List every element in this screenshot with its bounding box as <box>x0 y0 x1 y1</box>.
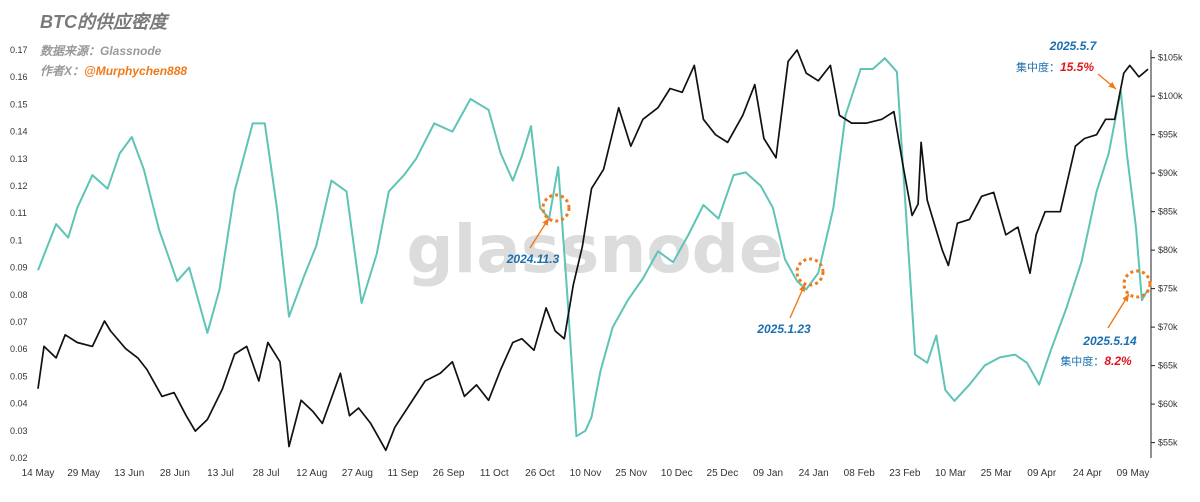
x-axis-tick-label: 08 Feb <box>844 468 876 479</box>
annotation-arrowhead <box>1108 81 1116 89</box>
right-axis-tick-label: $100k <box>1158 91 1183 101</box>
annotation-date: 2025.5.7 <box>1049 39 1098 53</box>
x-axis-tick-label: 09 Apr <box>1027 468 1057 479</box>
right-axis-tick-label: $95k <box>1158 130 1178 140</box>
annotation-arrowhead <box>1122 294 1129 302</box>
x-axis-tick-label: 24 Jan <box>799 468 829 479</box>
watermark: glassnode <box>406 211 783 288</box>
right-axis-tick-label: $60k <box>1158 399 1178 409</box>
left-axis: 0.02 0.03 0.04 0.05 0.06 0.07 0.08 0.09 0.1 0.11 0… <box>10 45 28 463</box>
left-axis-tick-label: 0.09 <box>10 263 28 273</box>
left-axis-tick-label: 0.07 <box>10 317 28 327</box>
x-axis-tick-label: 13 Jul <box>207 468 234 479</box>
x-axis-tick-label: 12 Aug <box>296 468 327 479</box>
x-axis-tick-label: 23 Feb <box>889 468 921 479</box>
data-source-label: 数据来源：Glassnode <box>40 44 162 58</box>
btc-price-line <box>37 49 1149 452</box>
left-axis-tick-label: 0.15 <box>10 99 28 109</box>
x-axis-tick-label: 26 Oct <box>525 468 555 479</box>
x-axis: 14 May 29 May 13 Jun 28 Jun 13 Jul 28 Jul 12 A… <box>22 468 1150 479</box>
x-axis-tick-label: 24 Apr <box>1073 468 1103 479</box>
left-axis-tick-label: 0.08 <box>10 290 28 300</box>
right-axis-tick-label: $75k <box>1158 284 1178 294</box>
x-axis-tick-label: 27 Aug <box>342 468 373 479</box>
left-axis-tick-label: 0.17 <box>10 45 28 55</box>
left-axis-tick-label: 0.12 <box>10 181 28 191</box>
right-axis-tick-label: $55k <box>1158 438 1178 448</box>
annotation-value: 15.5% <box>1060 60 1094 74</box>
author-credit: 作者X：@Murphychen888 <box>40 62 187 79</box>
author-handle: @Murphychen888 <box>84 64 188 78</box>
author-prefix: 作者X： <box>40 64 85 78</box>
left-axis-tick-label: 0.04 <box>10 399 28 409</box>
x-axis-tick-label: 25 Nov <box>615 468 647 479</box>
left-axis-tick-label: 0.1 <box>10 235 23 245</box>
x-axis-tick-label: 09 May <box>1117 468 1150 479</box>
left-axis-tick-label: 0.14 <box>10 127 28 137</box>
right-axis: $55k $60k $65k $70k $75k $80k $85k $90k $95k $100… <box>1150 50 1183 458</box>
x-axis-tick-label: 28 Jul <box>253 468 280 479</box>
annotation-value-line: 集中度：15.5% <box>1016 60 1094 74</box>
annotation-label: 集中度： <box>1060 354 1104 368</box>
x-axis-tick-label: 25 Dec <box>707 468 739 479</box>
x-axis-tick-label: 10 Nov <box>570 468 602 479</box>
x-axis-tick-label: 28 Jun <box>160 468 190 479</box>
series-layer <box>37 49 1149 452</box>
highlight-circle <box>1122 269 1152 299</box>
left-axis-tick-label: 0.03 <box>10 426 28 436</box>
right-axis-tick-label: $105k <box>1158 53 1183 63</box>
annotations-layer: 2024.11.32025.1.232025.5.7集中度：15.5%2025.… <box>506 39 1152 368</box>
x-axis-tick-label: 11 Sep <box>388 468 419 479</box>
highlight-circle <box>541 193 571 223</box>
supply-density-line <box>37 57 1149 438</box>
left-axis-tick-label: 0.13 <box>10 154 28 164</box>
right-axis-tick-label: $70k <box>1158 322 1178 332</box>
annotation-date: 2025.1.23 <box>756 322 811 336</box>
x-axis-tick-label: 10 Mar <box>935 468 967 479</box>
annotation-date: 2024.11.3 <box>506 252 560 266</box>
x-axis-tick-label: 09 Jan <box>753 468 783 479</box>
x-axis-tick-label: 14 May <box>22 468 55 479</box>
x-axis-tick-label: 25 Mar <box>981 468 1013 479</box>
x-axis-tick-label: 10 Dec <box>661 468 693 479</box>
annotation-arrowhead <box>542 218 549 226</box>
x-axis-tick-label: 26 Sep <box>433 468 465 479</box>
chart-title: BTC的供应密度 <box>40 12 167 32</box>
highlight-circle <box>795 257 825 287</box>
right-axis-tick-label: $90k <box>1158 168 1178 178</box>
annotation-label: 集中度： <box>1016 60 1060 74</box>
left-axis-tick-label: 0.05 <box>10 371 28 381</box>
right-axis-tick-label: $80k <box>1158 245 1178 255</box>
left-axis-tick-label: 0.11 <box>10 208 27 218</box>
right-axis-tick-label: $65k <box>1158 361 1178 371</box>
right-axis-tick-label: $85k <box>1158 207 1178 217</box>
left-axis-tick-label: 0.02 <box>10 453 28 463</box>
annotation-arrowhead <box>799 284 805 292</box>
annotation-date: 2025.5.14 <box>1082 334 1137 348</box>
x-axis-tick-label: 29 May <box>67 468 100 479</box>
annotation-value-line: 集中度：8.2% <box>1060 354 1132 368</box>
left-axis-tick-label: 0.06 <box>10 344 28 354</box>
left-axis-tick-label: 0.16 <box>10 72 28 82</box>
annotation-value: 8.2% <box>1104 354 1132 368</box>
x-axis-tick-label: 11 Oct <box>480 468 509 479</box>
x-axis-tick-label: 13 Jun <box>114 468 144 479</box>
